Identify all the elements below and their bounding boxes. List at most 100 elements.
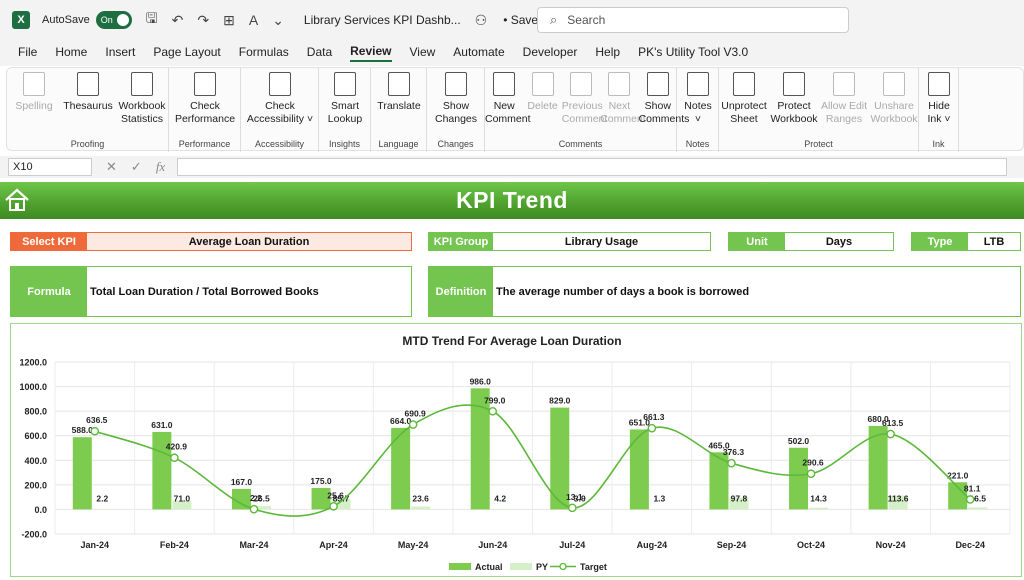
check-accessibility-button[interactable]: Check Accessibility ˅ [241,72,319,126]
search-box[interactable]: ⌕ Search [537,7,849,33]
data-label-py: 1.3 [653,493,665,503]
ribbon-group-protect: Unprotect Sheet Protect Workbook Allow Edit R… [719,68,919,152]
menu-pk-s-utility-tool-v3-0[interactable]: PK's Utility Tool V3.0 [638,45,749,59]
font-color-icon[interactable]: A [248,12,259,28]
formula-input[interactable] [177,158,1008,176]
formula-value: Total Loan Duration / Total Borrowed Boo… [87,267,411,316]
customize-icon[interactable]: ⌄ [272,11,284,28]
show-changes-button[interactable]: Show Changes [427,72,485,126]
ribbon-button-label: Smart [330,100,359,112]
save-icon[interactable]: 🖫 [145,10,158,26]
data-label-py: 4.2 [494,493,506,503]
menu-file[interactable]: File [18,45,38,59]
hide-ink-button[interactable]: Hide Ink ˅ [919,72,959,126]
show-icon [646,72,669,96]
menu-formulas[interactable]: Formulas [238,45,289,59]
kpi-group-box: KPI Group Library Usage [428,232,711,251]
menu-page-layout[interactable]: Page Layout [153,45,221,59]
ribbon-button-label: Thesaurus [63,100,113,112]
home-icon[interactable] [4,186,30,214]
data-label-actual: 680.0 [867,414,889,424]
ribbon-button-label: Hide [928,100,950,112]
data-label-actual: 465.0 [708,440,730,450]
delete-button[interactable]: Delete [523,72,561,113]
workbook-statistics-button[interactable]: Workbook Statistics [115,72,169,126]
document-title[interactable]: Library Services KPI Dashb... [303,13,461,27]
thesaurus-button[interactable]: Thesaurus [61,72,115,113]
data-label-actual: 167.0 [231,477,253,487]
target-point [408,420,418,429]
show-icon [445,72,467,96]
ribbon-group-language: Translate Language [371,68,427,152]
bar-py [968,507,988,510]
autosave-toggle[interactable]: On [95,11,132,29]
notes-button[interactable]: Notes ˅ [677,72,719,126]
undo-icon[interactable]: ↶ [171,11,184,28]
definition-box: Definition The average number of days a … [428,266,1021,317]
borders-icon[interactable]: ⊞ [223,11,235,28]
unit-box: Unit Days [728,232,894,251]
data-label-py: 16.5 [969,493,986,503]
definition-value: The average number of days a book is bor… [493,267,1020,316]
kpi-group-value: Library Usage [493,233,710,250]
bar-actual [550,407,570,510]
saved-status[interactable]: • Saved [503,13,545,27]
smart-lookup-button[interactable]: Smart Lookup [319,72,371,126]
insert-function-icon[interactable]: fx [155,159,166,174]
spelling-button[interactable]: Spelling [7,72,61,113]
ribbon-review: Spelling Thesaurus Workbook Statistics Proof… [6,67,1024,152]
target-point [806,469,816,479]
y-tick-label: 200.0 [24,480,47,490]
check-performance-button[interactable]: Check Performance [169,72,241,126]
ribbon-button-label-2: Lookup [327,113,363,125]
menu-insert[interactable]: Insert [105,45,136,59]
search-icon: ⌕ [550,12,558,27]
unprotect-sheet-button[interactable]: Unprotect Sheet [719,72,769,126]
allow-edit-ranges-button[interactable]: Allow Edit Ranges [819,72,869,126]
ribbon-group-label: Performance [178,139,231,149]
formula-label: Formula [11,267,87,316]
previous-comment-button[interactable]: Previous Comment [562,72,607,126]
formula-bar: X10 ✕ ✓ fx [0,156,1024,178]
select-kpi-dropdown[interactable]: Average Loan Duration [87,233,411,250]
new-comment-button[interactable]: New Comment [485,72,531,126]
spelling-icon [23,72,45,96]
ribbon-group-accessibility: Check Accessibility ˅ Accessibility [241,68,319,152]
menu-automate[interactable]: Automate [453,45,505,59]
enter-icon[interactable]: ✓ [130,159,142,174]
unshare-workbook-button[interactable]: Unshare Workbook [869,72,919,126]
protect-workbook-button[interactable]: Protect Workbook [769,72,819,126]
cancel-icon[interactable]: ✕ [106,159,117,174]
hide-icon [928,72,950,96]
ribbon-group-label: Insights [328,139,361,149]
name-box[interactable]: X10 [8,158,92,176]
ribbon-group-notes: Notes ˅ Notes [677,68,719,152]
menu-developer[interactable]: Developer [522,45,578,59]
show-comments-button[interactable]: Show Comments [639,72,689,126]
menu-data[interactable]: Data [306,45,333,59]
ribbon-button-label: Translate [377,100,421,112]
translate-button[interactable]: Translate [371,72,427,113]
menu-home[interactable]: Home [55,45,88,59]
protect-icon [783,72,805,96]
legend-label-py: PY [536,562,548,572]
data-label-py: 26.5 [253,493,270,503]
data-label-target: 290.6 [802,458,824,468]
ribbon-button-label-2: Accessibility ˅ [246,113,314,125]
data-label-py: 97.8 [731,493,748,503]
search-placeholder: Search [567,13,606,27]
ribbon-button-label: Show [442,100,470,112]
new-icon [493,72,516,96]
chart-area [10,323,1022,577]
data-label-actual: 986.0 [470,376,492,386]
ribbon-group-label: Language [378,139,419,149]
menu-review[interactable]: Review [350,44,392,62]
ribbon-button-label: Unshare [874,100,914,112]
menu-help[interactable]: Help [595,45,621,59]
share-person-icon[interactable]: ⚇ [474,11,488,28]
menu-view[interactable]: View [409,45,436,59]
next-comment-button[interactable]: Next Comment [600,72,646,126]
data-label-actual: 631.0 [151,420,173,430]
y-tick-label: 400.0 [24,456,47,466]
redo-icon[interactable]: ↷ [197,11,210,28]
